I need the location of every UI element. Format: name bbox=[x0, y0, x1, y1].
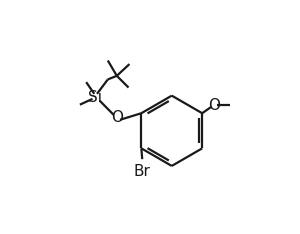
Text: Si: Si bbox=[88, 90, 102, 105]
Text: O: O bbox=[111, 110, 123, 125]
Text: Br: Br bbox=[134, 164, 151, 179]
Text: O: O bbox=[208, 98, 220, 113]
